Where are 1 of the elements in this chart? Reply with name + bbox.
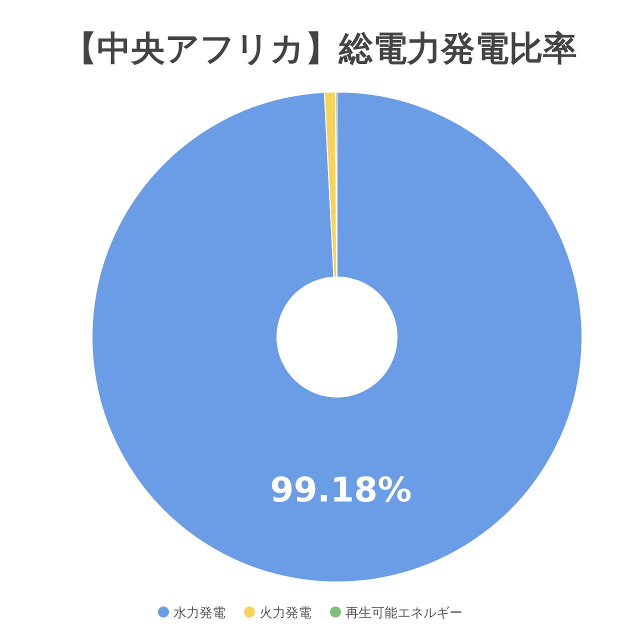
title: 【中央アフリカ】総電力発電比率 bbox=[63, 29, 577, 69]
